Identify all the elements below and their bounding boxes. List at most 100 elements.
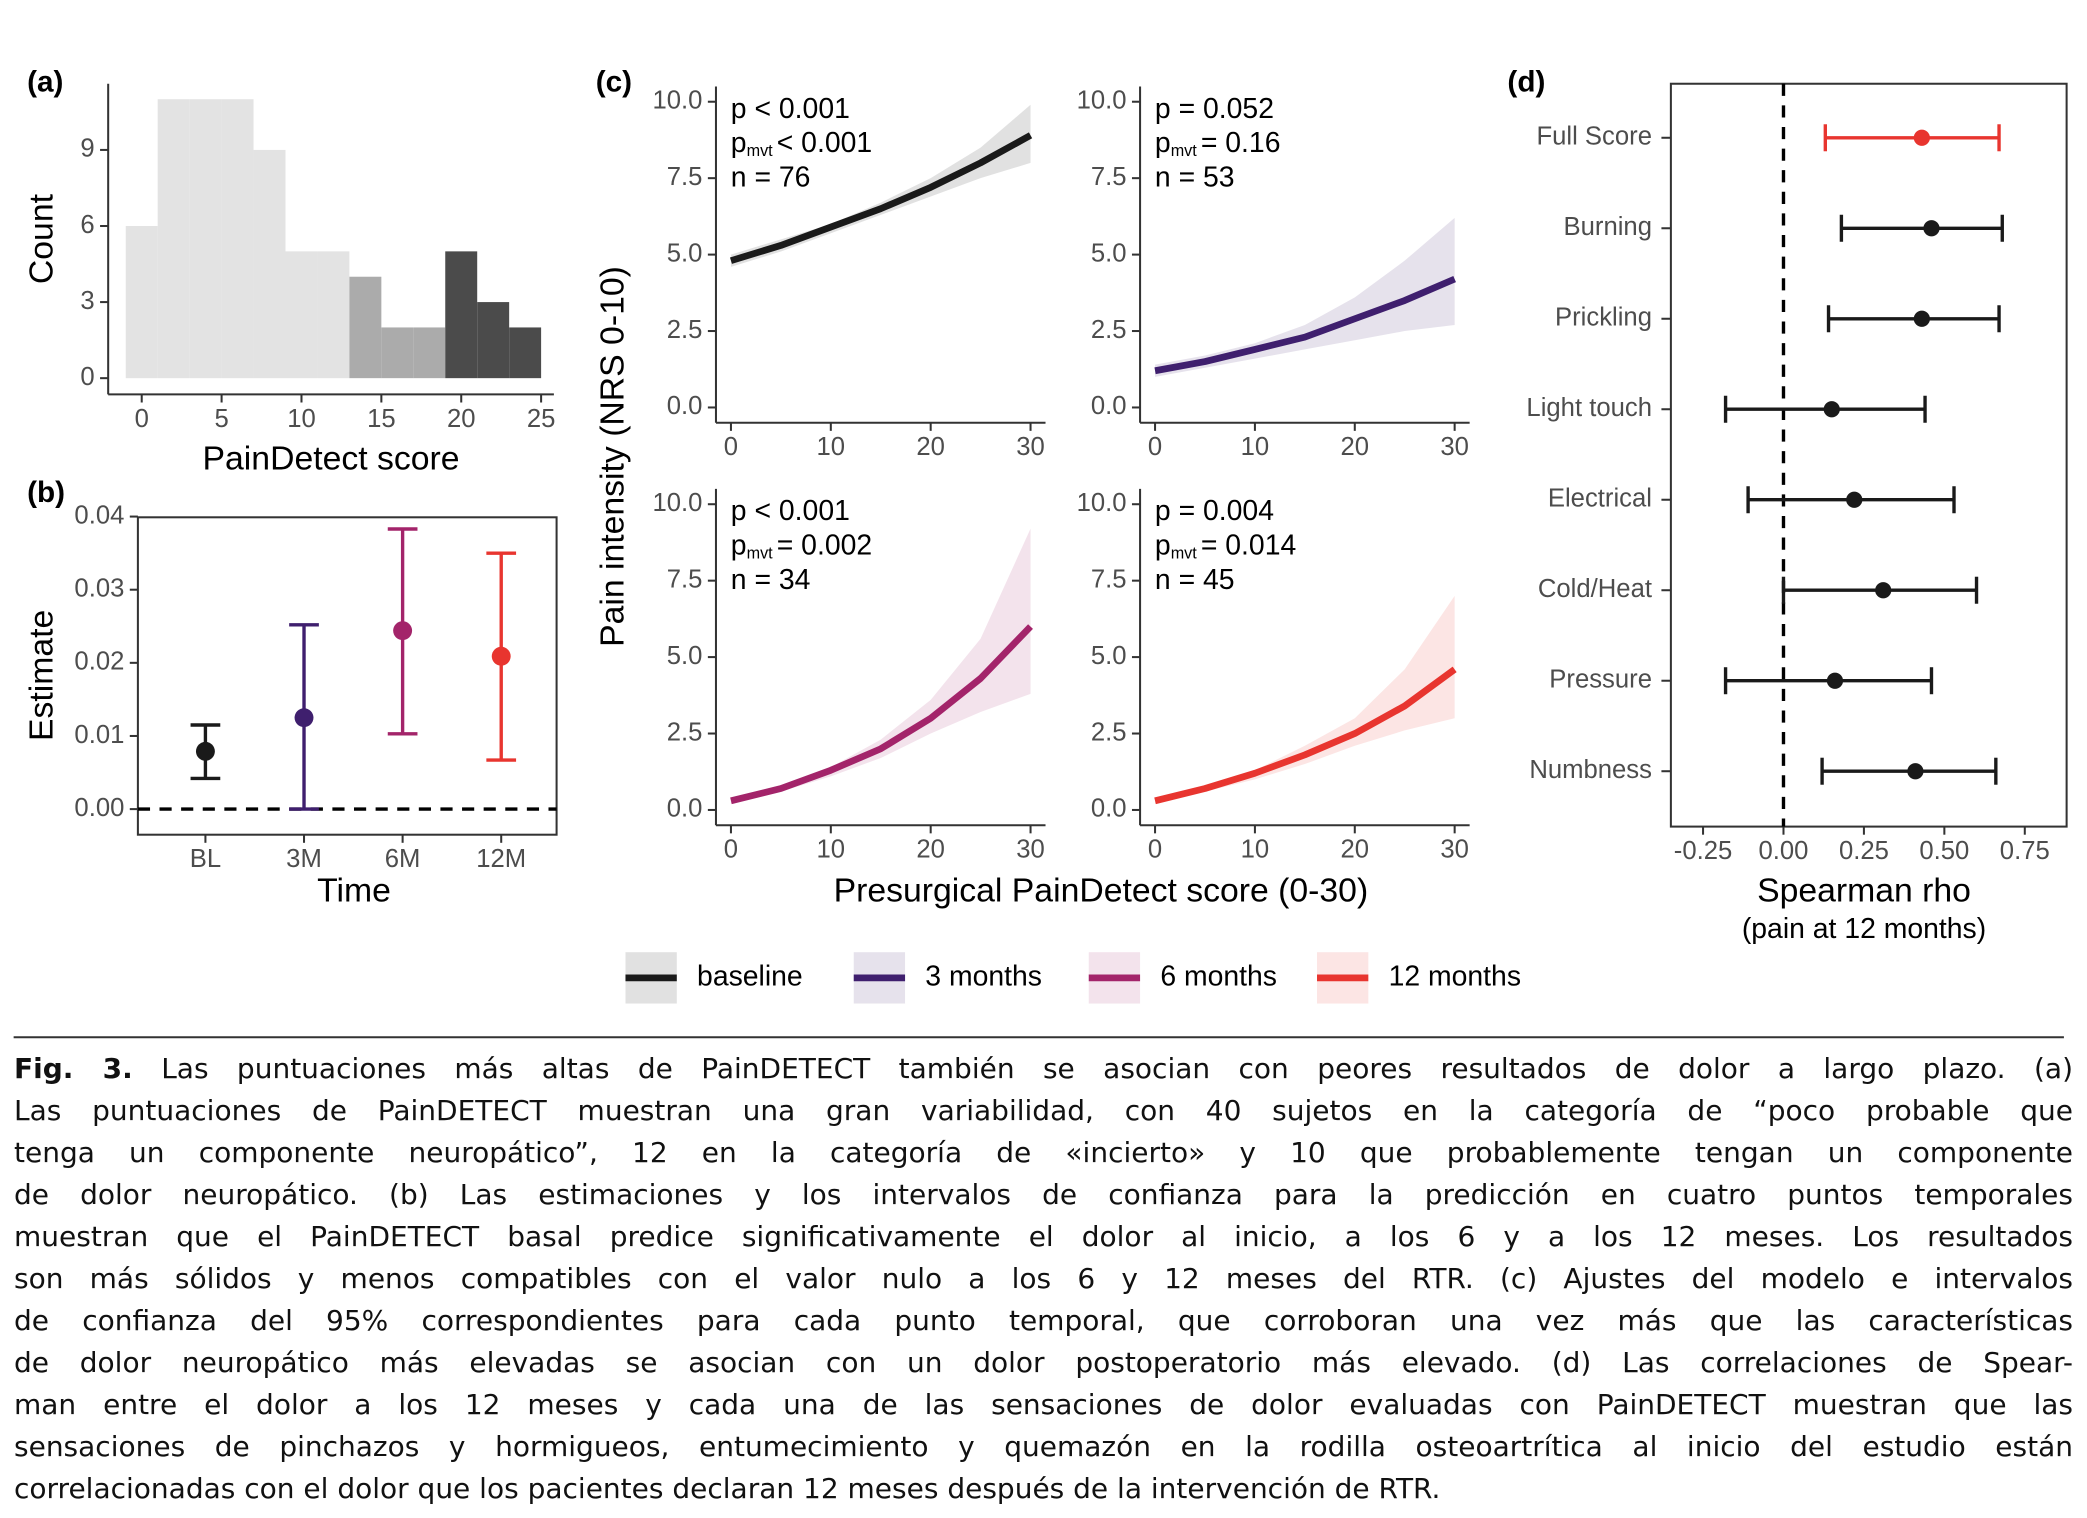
confidence-band xyxy=(1155,217,1455,377)
x-axis-title: PainDetect score xyxy=(203,439,460,477)
y-axis-title: Count xyxy=(22,193,60,284)
histogram-bar xyxy=(125,226,158,379)
x-tick-label: 0 xyxy=(1148,433,1162,461)
caption-line: de dolor neuropático. (b) Las estimacion… xyxy=(14,1174,2073,1216)
x-tick-label: 6M xyxy=(385,845,421,873)
annotation-text: n = 76 xyxy=(731,162,811,194)
y-tick-label: Pressure xyxy=(1549,666,1652,694)
annotation-text: n = 45 xyxy=(1155,565,1235,597)
x-tick-label: 20 xyxy=(1341,836,1370,864)
line xyxy=(1154,666,1457,805)
y-tick-label: 7.5 xyxy=(1091,163,1127,191)
x-tick-label: 30 xyxy=(1016,836,1045,864)
histogram-bar xyxy=(253,149,286,379)
x-tick-label: 15 xyxy=(367,405,396,433)
annotation-text: p = 0.004 xyxy=(1155,496,1274,528)
y-tick-label: 10.0 xyxy=(1077,87,1127,115)
y-tick-label: 0.0 xyxy=(667,392,703,420)
caption: Fig. 3. Las puntuaciones más altas de Pa… xyxy=(14,1048,2073,1510)
plot-frame xyxy=(136,516,558,836)
annotation: p = 0.004 xyxy=(1155,496,1274,528)
annotation: p < 0.001 xyxy=(731,93,850,125)
histogram-bar xyxy=(285,251,318,379)
x-tick-label: 10 xyxy=(287,405,316,433)
y-tick-label: Light touch xyxy=(1526,394,1652,422)
legend-label: 6 months xyxy=(1160,960,1277,992)
x-tick-label: 10 xyxy=(817,433,846,461)
x-tick-label: -0.25 xyxy=(1674,837,1732,865)
y-tick-label: 0.00 xyxy=(74,794,124,822)
y-tick-label: 7.5 xyxy=(667,565,703,593)
point xyxy=(1913,129,1930,146)
histogram-bar xyxy=(317,251,350,379)
x-axis-title: Spearman rho xyxy=(1757,872,1971,910)
x-tick-label: 0 xyxy=(724,836,738,864)
caption-line: man entre el dolor a los 12 meses y cada… xyxy=(14,1384,2073,1426)
x-tick-label: 20 xyxy=(447,405,476,433)
annotation-text: p < 0.001 xyxy=(731,93,850,125)
caption-line: de confianza del 95% correspondientes pa… xyxy=(14,1300,2073,1342)
y-tick-label: 7.5 xyxy=(1091,565,1127,593)
histogram-bar xyxy=(157,99,190,379)
point xyxy=(294,708,314,728)
x-tick-label: 10 xyxy=(1241,433,1270,461)
annotation-text: p < 0.001 xyxy=(731,496,850,528)
point xyxy=(195,741,215,761)
y-tick-label: 5.0 xyxy=(667,239,703,267)
annotation-text: n = 34 xyxy=(731,565,811,597)
y-axis-title: Estimate xyxy=(22,610,60,741)
x-tick-label: 25 xyxy=(527,405,556,433)
histogram-bar xyxy=(349,276,382,379)
annotation: pmvt = 0.16 xyxy=(1155,128,1281,161)
y-tick-label: Electrical xyxy=(1548,485,1652,513)
y-tick-label: 2.5 xyxy=(667,316,703,344)
caption-line: de dolor neuropático más elevadas se aso… xyxy=(14,1342,2073,1384)
x-axis-subtitle: (pain at 12 months) xyxy=(1742,913,1986,945)
caption-line: muestran que el PainDETECT basal predice… xyxy=(14,1216,2073,1258)
y-tick-label: 0.0 xyxy=(1091,392,1127,420)
point xyxy=(1923,220,1940,237)
figure: 0 3 6 9 0 5 10 15 20 25 PainDetect score Count (a) 0.… xyxy=(13,66,2068,1039)
point xyxy=(1823,401,1840,418)
caption-line: tenga un componente neuropático”, 12 en … xyxy=(14,1132,2073,1174)
y-tick-label: 0.04 xyxy=(74,501,124,529)
caption-text: sensaciones de pinchazos y hormigueos, e… xyxy=(14,1430,2073,1463)
caption-text: de confianza del 95% correspondientes pa… xyxy=(14,1304,2073,1337)
x-tick-label: 0.00 xyxy=(1759,837,1809,865)
caption-line: Fig. 3. Las puntuaciones más altas de Pa… xyxy=(14,1048,2073,1090)
point xyxy=(1826,672,1844,689)
caption-text: son más sólidos y menos compatibles con … xyxy=(14,1262,2073,1295)
point xyxy=(491,646,511,666)
point xyxy=(1907,763,1924,780)
annotation-text: p xyxy=(731,530,747,562)
x-tick-label: 0.50 xyxy=(1919,837,1969,865)
caption-line: correlacionadas con el dolor que los pac… xyxy=(14,1468,2073,1510)
caption-text: de dolor neuropático más elevadas se aso… xyxy=(14,1346,2073,1379)
y-tick-label: 2.5 xyxy=(1091,316,1127,344)
point xyxy=(1846,491,1863,508)
caption-line: Las puntuaciones de PainDETECT muestran … xyxy=(14,1090,2073,1132)
histogram-bar xyxy=(221,99,254,379)
x-tick-label: 5 xyxy=(214,405,228,433)
legend-label: 3 months xyxy=(925,960,1042,992)
y-tick-label: 3 xyxy=(80,287,94,315)
annotation-text: p = 0.052 xyxy=(1155,93,1274,125)
y-tick-label: Cold/Heat xyxy=(1538,575,1652,603)
x-tick-label: 20 xyxy=(1341,433,1370,461)
y-tick-label: Burning xyxy=(1564,213,1652,241)
caption-text: tenga un componente neuropático”, 12 en … xyxy=(14,1136,2073,1169)
y-tick-label: 10.0 xyxy=(653,489,703,517)
annotation-text: p xyxy=(731,128,747,160)
x-tick-label: 0 xyxy=(135,405,149,433)
annotation-subscript: mvt xyxy=(1171,142,1198,160)
y-tick-label: Prickling xyxy=(1555,304,1652,332)
annotation-text: < 0.001 xyxy=(777,128,872,160)
x-tick-label: 0.25 xyxy=(1839,837,1889,865)
annotation-text: n = 53 xyxy=(1155,162,1235,194)
x-tick-label: 0 xyxy=(724,433,738,461)
line xyxy=(1154,275,1456,375)
point xyxy=(1875,582,1892,599)
y-tick-label: 0 xyxy=(80,363,94,391)
annotation: n = 45 xyxy=(1155,565,1235,597)
